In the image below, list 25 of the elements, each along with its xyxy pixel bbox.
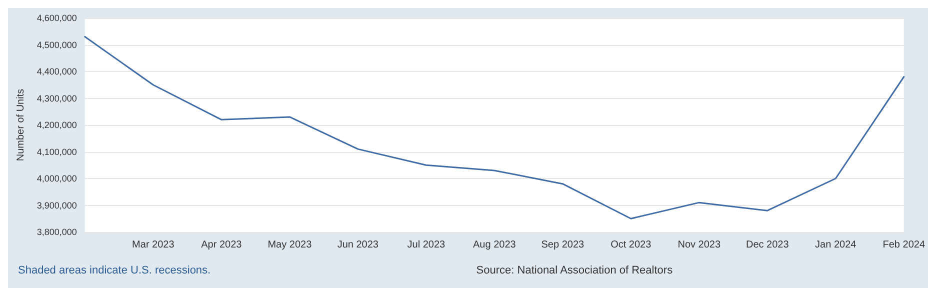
x-tick-label: Dec 2023	[746, 240, 790, 250]
x-tick-label: Jun 2023	[337, 240, 379, 250]
line-series	[84, 36, 905, 220]
y-tick-label: 4,500,000	[36, 40, 77, 50]
y-tick-label: 4,600,000	[36, 13, 77, 23]
y-tick-label: 4,100,000	[36, 146, 77, 157]
y-tick-label: 4,400,000	[36, 66, 77, 76]
x-tick-label: Sep 2023	[541, 240, 584, 250]
x-tick-label: Nov 2023	[678, 240, 721, 250]
x-tick-label: Mar 2023	[132, 240, 175, 250]
x-tick-label: Jul 2023	[407, 240, 446, 250]
x-tick-label: Jan 2024	[815, 240, 857, 250]
text: Shaded areas indicate U.S. recessions.	[18, 264, 211, 276]
source-note: Source: National Association of Realtors	[476, 264, 674, 276]
y-axis-title: Number of Units	[16, 88, 26, 162]
x-tick-label: Apr 2023	[201, 240, 242, 250]
x-tick-label: Oct 2023	[610, 240, 652, 250]
x-tick-label: May 2023	[268, 240, 312, 250]
y-tick-label: 4,200,000	[36, 120, 77, 130]
y-tick-label: 4,000,000	[36, 174, 77, 184]
y-tick-label: 3,800,000	[36, 227, 77, 237]
x-tick-label: Aug 2023	[472, 240, 516, 250]
y-tick-label: 4,300,000	[36, 93, 77, 104]
x-tick-label: Feb 2024	[882, 240, 926, 250]
y-tick-label: 3,900,000	[36, 200, 77, 210]
